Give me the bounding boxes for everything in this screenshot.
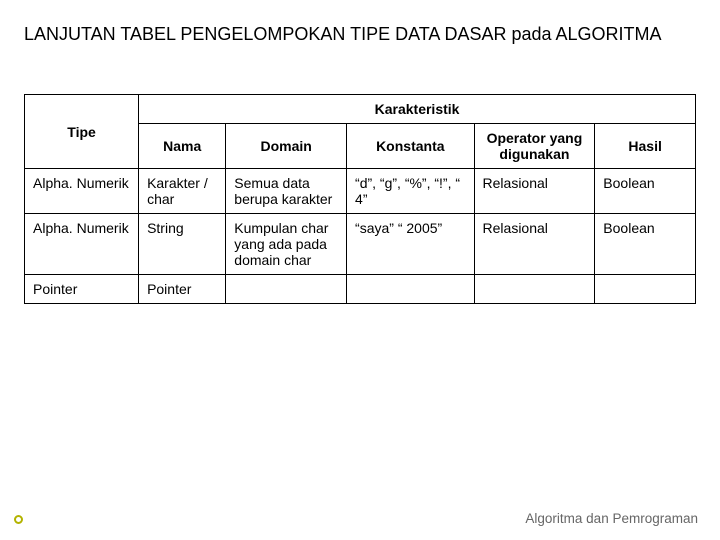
cell-tipe: Alpha. Numerik: [25, 214, 139, 275]
cell-nama: Pointer: [139, 275, 226, 304]
table-header-row-1: Tipe Karakteristik: [25, 95, 696, 124]
cell-konstanta: “d”, “g”, “%”, “!”, “ 4”: [347, 169, 474, 214]
header-operator: Operator yang digunakan: [474, 124, 595, 169]
cell-hasil: Boolean: [595, 169, 696, 214]
header-karakteristik: Karakteristik: [139, 95, 696, 124]
data-type-table: Tipe Karakteristik Nama Domain Konstanta…: [24, 94, 696, 304]
table-row: Pointer Pointer: [25, 275, 696, 304]
cell-domain: Kumpulan char yang ada pada domain char: [226, 214, 347, 275]
cell-operator: Relasional: [474, 169, 595, 214]
cell-operator: Relasional: [474, 214, 595, 275]
cell-operator: [474, 275, 595, 304]
cell-hasil: Boolean: [595, 214, 696, 275]
header-konstanta: Konstanta: [347, 124, 474, 169]
bullet-icon: [14, 515, 23, 524]
header-domain: Domain: [226, 124, 347, 169]
footer-text: Algoritma dan Pemrograman: [525, 511, 698, 526]
cell-konstanta: [347, 275, 474, 304]
page-title: LANJUTAN TABEL PENGELOMPOKAN TIPE DATA D…: [24, 22, 696, 46]
header-nama: Nama: [139, 124, 226, 169]
cell-konstanta: “saya” “ 2005”: [347, 214, 474, 275]
cell-nama: String: [139, 214, 226, 275]
header-tipe: Tipe: [25, 95, 139, 169]
cell-nama: Karakter / char: [139, 169, 226, 214]
header-hasil: Hasil: [595, 124, 696, 169]
cell-tipe: Alpha. Numerik: [25, 169, 139, 214]
cell-domain: [226, 275, 347, 304]
table-row: Alpha. Numerik Karakter / char Semua dat…: [25, 169, 696, 214]
table-row: Alpha. Numerik String Kumpulan char yang…: [25, 214, 696, 275]
cell-hasil: [595, 275, 696, 304]
cell-domain: Semua data berupa karakter: [226, 169, 347, 214]
cell-tipe: Pointer: [25, 275, 139, 304]
